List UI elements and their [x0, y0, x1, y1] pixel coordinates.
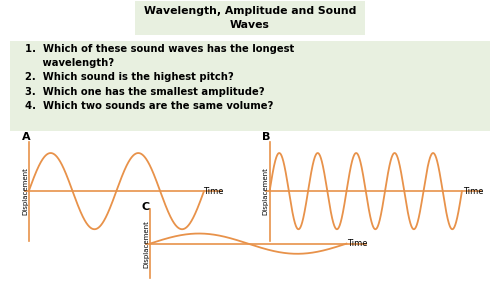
- Text: Displacement: Displacement: [22, 167, 28, 215]
- Text: Wavelength, Amplitude and Sound
Waves: Wavelength, Amplitude and Sound Waves: [144, 6, 356, 30]
- Text: A: A: [22, 132, 30, 142]
- Text: Displacement: Displacement: [143, 220, 149, 268]
- Text: Time: Time: [348, 239, 368, 248]
- Text: Displacement: Displacement: [263, 167, 269, 215]
- Text: B: B: [262, 132, 270, 142]
- Text: C: C: [142, 202, 150, 212]
- Text: 1.  Which of these sound waves has the longest
     wavelength?
2.  Which sound : 1. Which of these sound waves has the lo…: [25, 44, 294, 111]
- Text: Time: Time: [202, 187, 223, 196]
- Text: Time: Time: [462, 187, 483, 196]
